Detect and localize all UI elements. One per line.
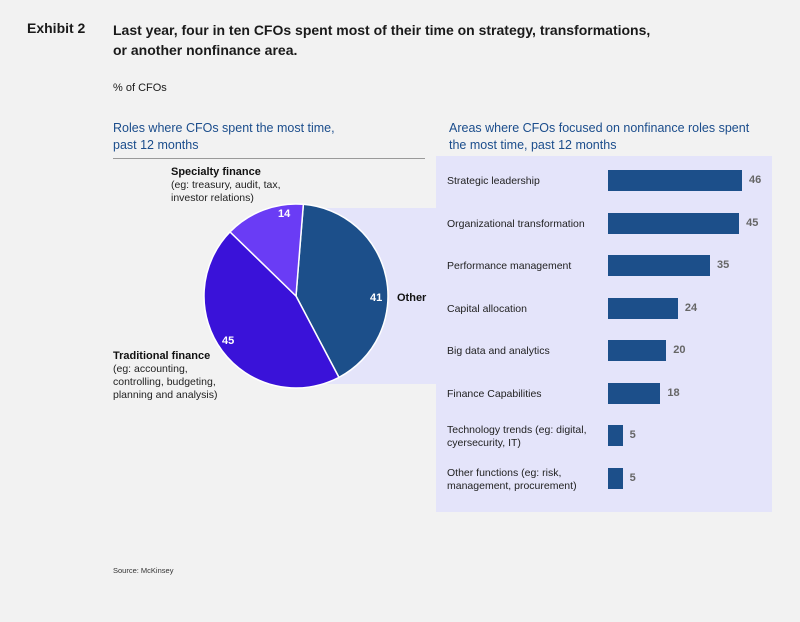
- bar-label-line-1: Strategic leadership: [447, 175, 540, 187]
- bar-label: Strategic leadership: [447, 175, 607, 188]
- bar-value: 24: [684, 301, 698, 314]
- bar: [608, 467, 623, 489]
- bar: [608, 297, 678, 319]
- traditional-finance-desc-2: controlling, budgeting,: [113, 376, 216, 388]
- bar-title: Areas where CFOs focused on nonfinance r…: [449, 120, 769, 154]
- bar: [608, 340, 667, 361]
- bar-label-line-2: management, procurement): [447, 479, 577, 492]
- pie-title: Roles where CFOs spent the most time, pa…: [113, 120, 413, 154]
- other-slice: [295, 203, 389, 379]
- bar: [608, 170, 742, 191]
- bar: [608, 382, 661, 404]
- traditional-finance-label: Traditional finance (eg: accounting, con…: [113, 350, 218, 402]
- traditional-finance-slice: [203, 230, 340, 389]
- bar-value: 45: [746, 216, 759, 229]
- bar-label: Capital allocation: [447, 303, 607, 316]
- bar-label: Technology trends (eg: digital, cyersecur…: [447, 424, 607, 450]
- exhibit-number: Exhibit 2: [27, 20, 86, 36]
- other-label: Other: [397, 292, 426, 305]
- traditional-finance-desc-3: planning and analysis): [113, 389, 218, 401]
- bar-value: 46: [749, 174, 762, 186]
- bar-label-line-1: Capital allocation: [447, 302, 527, 315]
- bar-label: Other functions (eg: risk, management, pr…: [447, 467, 607, 493]
- bar-label: Big data and analytics: [447, 345, 607, 358]
- bar-value: 20: [673, 344, 686, 356]
- unit-label: % of CFOs: [113, 82, 167, 94]
- bar-label-line-1: Finance Capabilities: [447, 387, 542, 400]
- specialty-finance-label: Specialty finance (eg: treasury, audit, …: [171, 166, 281, 205]
- headline-line-2: or another nonfinance area.: [113, 42, 298, 58]
- bar-label-line-1: Technology trends (eg: digital,: [447, 424, 587, 436]
- specialty-finance-slice: [228, 203, 305, 298]
- bar-label-line-2: cyersecurity, IT): [447, 437, 521, 449]
- traditional-finance-name: Traditional finance: [113, 350, 211, 362]
- bar-label-line-1: Big data and analytics: [447, 345, 550, 357]
- pie-title-divider: [113, 158, 425, 159]
- traditional-finance-desc-1: (eg: accounting,: [113, 363, 188, 375]
- specialty-finance-desc-1: (eg: treasury, audit, tax,: [171, 179, 281, 191]
- bar-value: 5: [629, 429, 636, 441]
- other-name: Other: [397, 292, 427, 304]
- source-note: Source: McKinsey: [113, 566, 174, 575]
- traditional-finance-value: 45: [222, 335, 235, 347]
- bar: [608, 255, 710, 276]
- bar-value: 5: [629, 471, 636, 484]
- bar-label: Organizational transformation: [447, 218, 607, 231]
- specialty-finance-name: Specialty finance: [171, 166, 261, 178]
- pie-title-line-2: past 12 months: [113, 138, 199, 152]
- bar-label: Performance management: [447, 260, 607, 273]
- chart-headline: Last year, four in ten CFOs spent most o…: [113, 20, 713, 60]
- bar-value: 35: [716, 259, 730, 271]
- specialty-finance-desc-2: investor relations): [171, 192, 254, 204]
- bar-label-line-1: Organizational transformation: [447, 217, 585, 230]
- bar-title-line-2: the most time, past 12 months: [449, 138, 617, 152]
- bar-value: 18: [667, 386, 680, 399]
- pie-title-line-1: Roles where CFOs spent the most time,: [113, 121, 335, 135]
- bar-label: Finance Capabilities: [447, 388, 607, 401]
- bar-label-line-1: Performance management: [447, 260, 572, 272]
- bar-label-line-1: Other functions (eg: risk,: [447, 466, 562, 479]
- bar: [608, 425, 623, 446]
- specialty-finance-value: 14: [278, 208, 291, 220]
- bar-title-line-1: Areas where CFOs focused on nonfinance r…: [449, 121, 750, 135]
- bar: [608, 212, 740, 234]
- headline-line-1: Last year, four in ten CFOs spent most o…: [113, 22, 651, 38]
- other-value: 41: [370, 292, 383, 304]
